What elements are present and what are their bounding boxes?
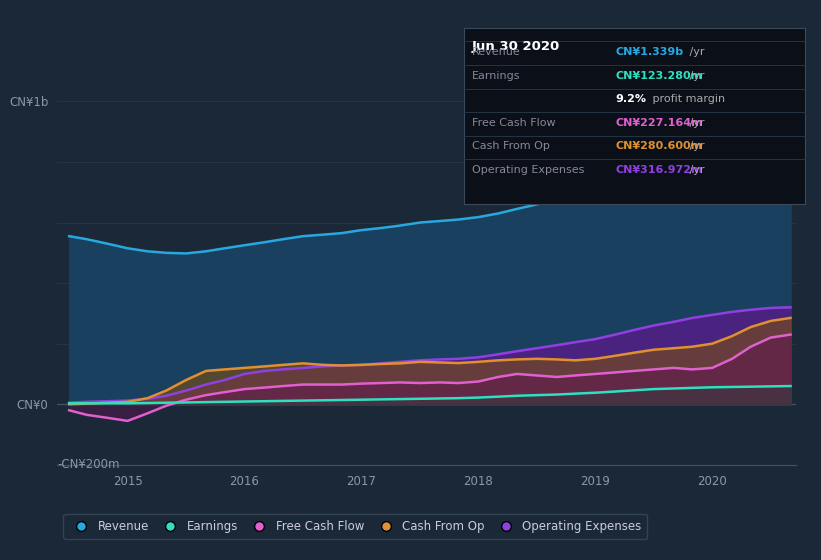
Text: profit margin: profit margin [649, 94, 725, 104]
Text: /yr: /yr [686, 47, 704, 57]
Text: CN¥123.280m: CN¥123.280m [616, 71, 703, 81]
Text: Jun 30 2020: Jun 30 2020 [472, 40, 560, 53]
Text: /yr: /yr [686, 165, 704, 175]
Legend: Revenue, Earnings, Free Cash Flow, Cash From Op, Operating Expenses: Revenue, Earnings, Free Cash Flow, Cash … [63, 514, 648, 539]
Text: /yr: /yr [686, 141, 704, 151]
Text: CN¥316.972m: CN¥316.972m [616, 165, 704, 175]
Text: Cash From Op: Cash From Op [472, 141, 550, 151]
Text: CN¥1.339b: CN¥1.339b [616, 47, 684, 57]
Text: -CN¥200m: -CN¥200m [57, 458, 120, 472]
Text: CN¥280.600m: CN¥280.600m [616, 141, 703, 151]
Text: CN¥227.164m: CN¥227.164m [616, 118, 704, 128]
Text: Free Cash Flow: Free Cash Flow [472, 118, 556, 128]
Text: Operating Expenses: Operating Expenses [472, 165, 585, 175]
Text: 9.2%: 9.2% [616, 94, 647, 104]
Text: Earnings: Earnings [472, 71, 521, 81]
Text: /yr: /yr [686, 71, 704, 81]
Text: Revenue: Revenue [472, 47, 521, 57]
Text: /yr: /yr [686, 118, 704, 128]
